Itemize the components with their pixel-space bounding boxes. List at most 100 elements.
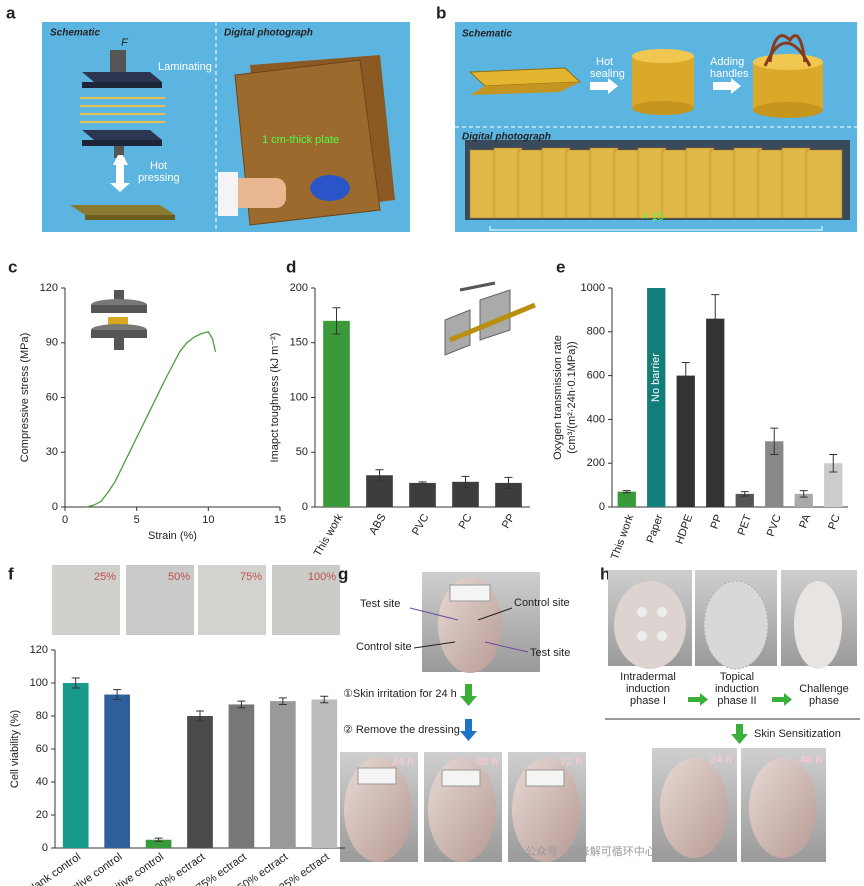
panel-letter: h bbox=[600, 564, 610, 583]
y-tick-label: 50 bbox=[296, 446, 308, 458]
panel-h bbox=[605, 570, 860, 862]
phase-label: phase II bbox=[717, 695, 756, 707]
bar bbox=[676, 375, 695, 507]
x-tick-label: ABS bbox=[367, 512, 388, 537]
panel-letter: b bbox=[436, 3, 446, 22]
y-tick-label: 600 bbox=[587, 370, 605, 382]
y-tick-label: 20 bbox=[36, 809, 48, 821]
x-tick-label: 10 bbox=[202, 514, 214, 526]
panel-letter: f bbox=[8, 564, 14, 583]
phase-label: phase bbox=[809, 695, 839, 707]
bar bbox=[323, 320, 350, 507]
error-bar bbox=[113, 689, 122, 700]
y-tick-label: 150 bbox=[290, 337, 308, 349]
phase-label: Challenge bbox=[799, 683, 849, 695]
x-tick-label: PC bbox=[826, 513, 843, 532]
error-bar bbox=[320, 695, 329, 704]
x-tick-label: 15 bbox=[274, 514, 286, 526]
panel-letter: c bbox=[8, 257, 17, 276]
y-tick-label: 100 bbox=[290, 391, 308, 403]
panel-heading: Digital photograph bbox=[224, 28, 313, 39]
error-bar bbox=[461, 475, 470, 488]
watermark: 公众号 · 可降解可循环中心 bbox=[525, 844, 656, 858]
error-bar bbox=[799, 490, 808, 498]
bar bbox=[62, 683, 89, 848]
time-label: 48 h bbox=[476, 756, 498, 768]
panel-b bbox=[455, 22, 857, 232]
error-bar bbox=[770, 427, 779, 455]
panel-heading: Schematic bbox=[50, 28, 100, 39]
panel-a bbox=[42, 22, 410, 232]
label: pressing bbox=[138, 172, 180, 184]
label: sealing bbox=[590, 68, 625, 80]
phase-label: induction bbox=[715, 683, 759, 695]
x-tick-label: PC bbox=[457, 512, 475, 531]
x-tick-label: 5 bbox=[134, 514, 140, 526]
y-tick-label: 200 bbox=[587, 457, 605, 469]
phase-label: Intradermal bbox=[620, 671, 676, 683]
time-label: 24 h bbox=[392, 756, 414, 768]
time-label: 72 h bbox=[560, 756, 582, 768]
error-bar bbox=[622, 490, 631, 494]
label: 1 cm-thick plate bbox=[262, 134, 339, 146]
x-tick-label: PA bbox=[797, 512, 813, 530]
label: Hot bbox=[596, 56, 613, 68]
y-tick-label: 120 bbox=[40, 282, 58, 294]
y-axis-label: (cm³/(m²·24h·0.1MPa)) bbox=[566, 341, 578, 453]
image-label: 50% bbox=[168, 571, 190, 583]
error-bar bbox=[504, 476, 513, 489]
image-label: 100% bbox=[308, 571, 336, 583]
bar bbox=[824, 463, 843, 507]
y-tick-label: 100 bbox=[30, 677, 48, 689]
panel-letter: d bbox=[286, 257, 296, 276]
y-tick-label: 1000 bbox=[581, 282, 605, 294]
annotation: No barrier bbox=[650, 353, 662, 402]
x-tick-label: This work bbox=[609, 512, 637, 561]
bar bbox=[311, 699, 338, 848]
x-tick-label: HDPE bbox=[674, 513, 696, 546]
error-bar bbox=[154, 837, 163, 842]
label: F bbox=[121, 37, 129, 49]
panel-g bbox=[340, 572, 586, 862]
x-tick-label: PVC bbox=[765, 513, 784, 538]
panel-letter: e bbox=[556, 257, 565, 276]
panel-heading: Digital photograph bbox=[462, 132, 551, 143]
y-tick-label: 0 bbox=[52, 501, 58, 513]
bar bbox=[187, 716, 213, 848]
error-bar bbox=[237, 700, 246, 709]
error-bar bbox=[829, 453, 838, 473]
label: Adding bbox=[710, 56, 744, 68]
label: Laminating bbox=[158, 61, 212, 73]
bar bbox=[706, 318, 725, 507]
step-label: ①Skin irritation for 24 h bbox=[343, 688, 457, 700]
label: × 15 bbox=[642, 211, 664, 223]
error-bar bbox=[332, 307, 341, 335]
bar bbox=[647, 288, 666, 507]
y-tick-label: 90 bbox=[46, 337, 58, 349]
bar bbox=[409, 482, 436, 507]
time-label: 24 h bbox=[710, 754, 732, 766]
y-tick-label: 0 bbox=[42, 842, 48, 854]
x-tick-label: 0 bbox=[62, 514, 68, 526]
y-tick-label: 30 bbox=[46, 446, 58, 458]
bar bbox=[735, 493, 754, 507]
label: Test site bbox=[530, 647, 570, 659]
error-bar bbox=[71, 677, 80, 689]
error-bar bbox=[711, 294, 720, 344]
bar bbox=[145, 839, 172, 848]
error-bar bbox=[278, 697, 287, 705]
label: Hot bbox=[150, 160, 167, 172]
bar bbox=[765, 441, 784, 507]
error-bar bbox=[418, 481, 427, 485]
phase-label: Topical bbox=[720, 671, 754, 683]
time-label: 48 h bbox=[800, 754, 822, 766]
y-tick-label: 120 bbox=[30, 644, 48, 656]
step-label: ② Remove the dressing bbox=[343, 724, 460, 736]
y-tick-label: 0 bbox=[302, 501, 308, 513]
label: Control site bbox=[356, 641, 412, 653]
label: handles bbox=[710, 68, 749, 80]
image-label: 75% bbox=[240, 571, 262, 583]
label: Control site bbox=[514, 597, 570, 609]
label: Test site bbox=[360, 598, 400, 610]
